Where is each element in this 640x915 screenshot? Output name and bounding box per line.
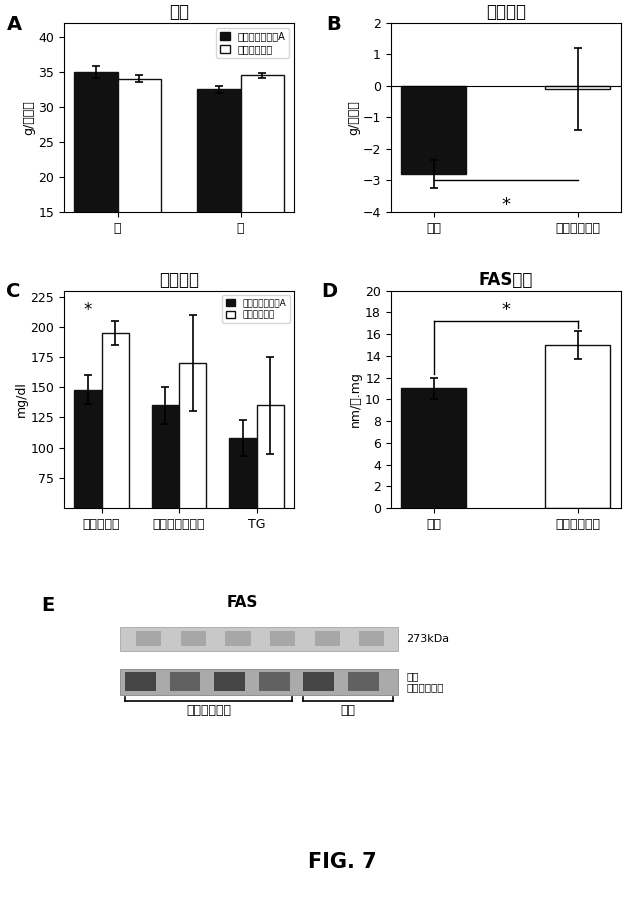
Text: A: A <box>6 16 22 34</box>
Bar <box>136 631 161 646</box>
Text: D: D <box>322 282 338 301</box>
Bar <box>545 345 611 508</box>
Y-axis label: g/マウス: g/マウス <box>347 100 360 135</box>
Title: 体重減少: 体重減少 <box>486 4 525 21</box>
Bar <box>229 438 257 568</box>
Bar <box>179 363 206 568</box>
Text: *: * <box>84 301 92 318</box>
Bar <box>315 631 340 646</box>
Bar <box>120 627 398 651</box>
Title: FAS活性: FAS活性 <box>479 271 533 289</box>
Bar <box>359 631 384 646</box>
Y-axis label: nm/分.mg: nm/分.mg <box>349 371 362 427</box>
Text: コントロール: コントロール <box>186 705 231 717</box>
Text: B: B <box>326 16 341 34</box>
Text: FIG. 7: FIG. 7 <box>308 852 377 872</box>
Bar <box>198 90 241 318</box>
Text: C: C <box>6 282 21 301</box>
Bar <box>257 405 284 568</box>
Y-axis label: mg/dl: mg/dl <box>15 382 28 417</box>
Bar <box>241 75 284 318</box>
Bar <box>152 405 179 568</box>
Text: E: E <box>42 596 55 615</box>
Bar <box>74 390 102 568</box>
Text: FAS: FAS <box>227 595 258 609</box>
Bar <box>401 86 466 174</box>
Text: 負荷
コントロール: 負荷 コントロール <box>406 671 444 693</box>
Bar <box>348 672 379 692</box>
Text: 273kDa: 273kDa <box>406 633 449 643</box>
Legend: ファトスタチンA, コントロール: ファトスタチンA, コントロール <box>222 296 289 323</box>
Bar <box>545 86 611 89</box>
Text: *: * <box>501 301 510 319</box>
Y-axis label: g/マウス: g/マウス <box>22 100 36 135</box>
Text: *: * <box>501 196 510 214</box>
Bar <box>401 389 466 508</box>
Bar <box>214 672 245 692</box>
Title: 体重: 体重 <box>169 4 189 21</box>
Bar <box>125 672 156 692</box>
Bar <box>118 79 161 318</box>
Bar <box>303 672 334 692</box>
Bar <box>270 631 295 646</box>
Bar <box>120 669 398 694</box>
Bar <box>170 672 200 692</box>
Bar <box>74 72 118 318</box>
Bar <box>259 672 289 692</box>
Bar <box>102 333 129 568</box>
Title: 血液成分: 血液成分 <box>159 271 199 289</box>
Bar <box>225 631 250 646</box>
Text: 処置: 処置 <box>340 705 355 717</box>
Bar <box>181 631 206 646</box>
Legend: ファトスタチンA, コントロール: ファトスタチンA, コントロール <box>216 27 289 59</box>
